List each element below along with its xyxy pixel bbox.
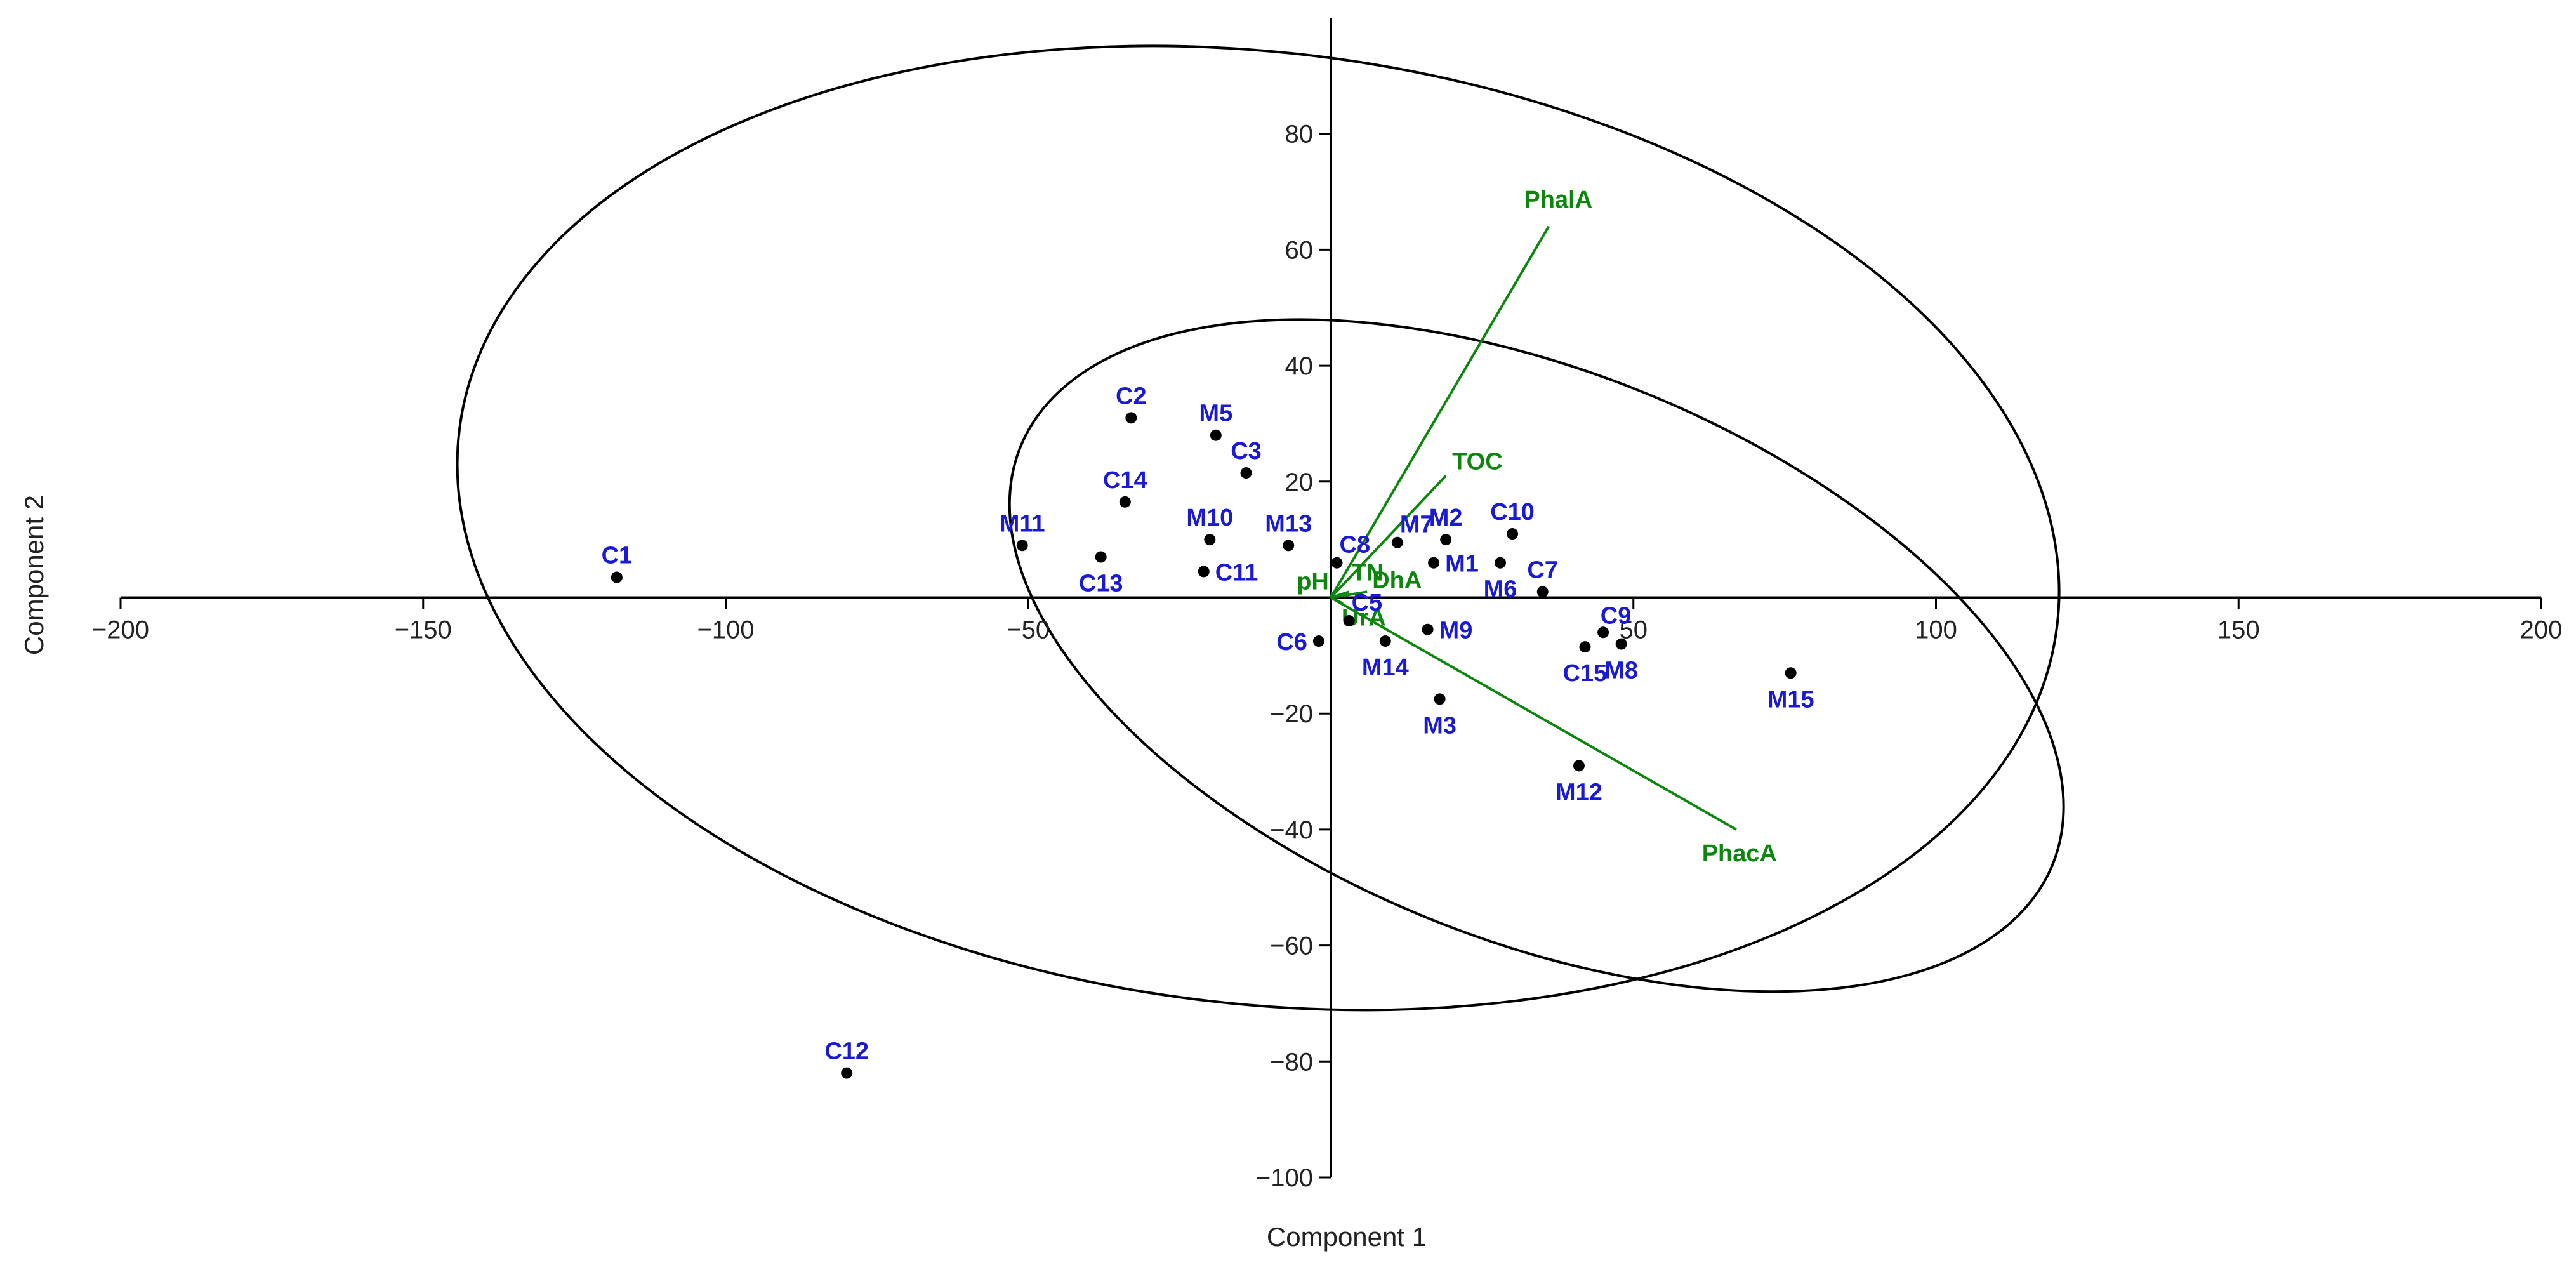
vector-ph (1330, 591, 1334, 599)
point-label-m14: M14 (1362, 654, 1409, 681)
vector-label-toc: TOC (1452, 449, 1503, 475)
vector-label-phaca: PhacA (1702, 840, 1777, 867)
point-c9 (1597, 626, 1609, 639)
point-m14 (1379, 635, 1391, 647)
point-label-m9: M9 (1439, 618, 1473, 644)
x-tick-label: −100 (697, 616, 754, 644)
y-tick-label: −80 (1270, 1048, 1313, 1076)
point-c2 (1125, 412, 1137, 424)
point-c3 (1240, 467, 1252, 479)
y-tick-label: −100 (1256, 1164, 1313, 1192)
y-tick-label: 20 (1285, 468, 1314, 496)
point-label-c5: C5 (1352, 590, 1383, 616)
confidence-ellipses (456, 44, 2065, 1012)
point-label-c1: C1 (602, 543, 633, 569)
point-m10 (1204, 534, 1216, 546)
point-m5 (1210, 429, 1222, 441)
vector-phaca (1330, 596, 1737, 831)
point-label-m10: M10 (1186, 505, 1233, 531)
y-tick-label: −60 (1270, 932, 1313, 960)
x-axis-title: Component 1 (1267, 1222, 1427, 1252)
point-m9 (1422, 623, 1434, 635)
x-tick-label: −50 (1007, 616, 1050, 644)
x-tick-label: 200 (2520, 616, 2563, 644)
point-label-c15: C15 (1563, 660, 1608, 687)
vector-phala (1330, 225, 1550, 599)
point-label-m15: M15 (1767, 686, 1814, 713)
point-label-m8: M8 (1604, 658, 1638, 684)
point-label-c12: C12 (824, 1038, 869, 1065)
point-m7 (1391, 536, 1403, 548)
point-m11 (1016, 540, 1028, 552)
point-c12 (841, 1067, 853, 1079)
point-m6 (1494, 557, 1506, 569)
y-tick-label: 80 (1285, 121, 1314, 149)
point-label-m7: M7 (1400, 512, 1434, 538)
point-c15 (1579, 641, 1591, 653)
point-label-m13: M13 (1265, 510, 1312, 537)
score-points: C1 C2 C3 C5 C6 C7 C8 C9 C10 C11 C12 C13 C14 C15 M1 M2 M3… (602, 383, 1814, 1079)
point-m15 (1785, 667, 1797, 679)
y-tick-label: −20 (1270, 700, 1313, 728)
y-tick-label: −40 (1270, 816, 1313, 844)
y-tick-label: 60 (1285, 236, 1314, 264)
point-c6 (1312, 635, 1324, 647)
x-tick-label: 150 (2217, 616, 2260, 644)
point-c1 (611, 571, 623, 583)
point-label-c2: C2 (1116, 383, 1147, 409)
vector-ura (1330, 596, 1344, 605)
point-label-c7: C7 (1527, 557, 1558, 583)
axis-ticks: −200 −150 −100 −50 50 100 150 20080604020−20−40… (92, 121, 2562, 1192)
point-label-c3: C3 (1231, 438, 1262, 465)
point-label-m12: M12 (1556, 779, 1602, 805)
vector-label-tn: TN (1352, 559, 1384, 586)
point-label-m6: M6 (1484, 576, 1517, 603)
confidence-ellipse-1 (456, 44, 2061, 1012)
point-c13 (1095, 551, 1107, 563)
x-tick-label: −150 (395, 616, 452, 644)
point-label-m1: M1 (1445, 551, 1479, 578)
point-c5 (1343, 615, 1355, 627)
vector-label-phala: PhalA (1524, 187, 1592, 213)
vector-label-dha: DhA (1372, 567, 1422, 593)
point-c11 (1198, 566, 1210, 578)
confidence-ellipse-2 (1008, 318, 2065, 993)
point-c14 (1119, 496, 1131, 508)
vector-tn (1330, 590, 1350, 599)
vector-toc (1330, 475, 1447, 599)
vector-label-ph: pH (1297, 568, 1329, 595)
point-label-m5: M5 (1199, 401, 1232, 427)
point-m13 (1283, 540, 1295, 552)
point-c10 (1507, 528, 1519, 540)
point-c7 (1536, 586, 1549, 598)
point-label-c13: C13 (1079, 571, 1123, 597)
point-label-c6: C6 (1276, 629, 1307, 656)
point-label-c10: C10 (1490, 499, 1535, 526)
point-label-m3: M3 (1423, 712, 1456, 739)
point-c8 (1331, 557, 1343, 569)
x-tick-label: −200 (92, 616, 149, 644)
point-label-c9: C9 (1601, 602, 1632, 629)
point-label-m11: M11 (1000, 510, 1045, 537)
x-tick-label: 100 (1915, 616, 1957, 644)
point-m8 (1615, 638, 1627, 650)
point-m3 (1434, 693, 1446, 705)
y-axis-title: Component 2 (19, 495, 49, 655)
point-label-c11: C11 (1215, 559, 1258, 586)
y-tick-label: 40 (1285, 352, 1314, 380)
point-m2 (1440, 534, 1452, 546)
point-label-c8: C8 (1340, 532, 1371, 559)
point-m1 (1428, 557, 1440, 569)
point-label-m2: M2 (1429, 505, 1463, 531)
point-m12 (1573, 760, 1585, 772)
point-label-c14: C14 (1103, 467, 1147, 494)
